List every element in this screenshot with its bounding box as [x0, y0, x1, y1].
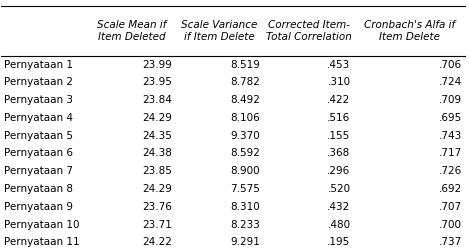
- Text: Pernyataan 9: Pernyataan 9: [4, 202, 73, 212]
- Text: .195: .195: [327, 237, 350, 247]
- Text: .692: .692: [439, 184, 462, 194]
- Text: 9.370: 9.370: [230, 131, 260, 141]
- Text: Pernyataan 1: Pernyataan 1: [4, 60, 73, 70]
- Text: 23.95: 23.95: [142, 77, 172, 87]
- Text: 23.99: 23.99: [142, 60, 172, 70]
- Text: .520: .520: [327, 184, 350, 194]
- Text: Pernyataan 8: Pernyataan 8: [4, 184, 73, 194]
- Text: Scale Variance
if Item Delete: Scale Variance if Item Delete: [182, 20, 258, 42]
- Text: 7.575: 7.575: [230, 184, 260, 194]
- Text: 23.85: 23.85: [142, 166, 172, 176]
- Text: .737: .737: [439, 237, 462, 247]
- Text: 24.35: 24.35: [142, 131, 172, 141]
- Text: 23.76: 23.76: [142, 202, 172, 212]
- Text: 8.782: 8.782: [230, 77, 260, 87]
- Text: .726: .726: [439, 166, 462, 176]
- Text: .724: .724: [439, 77, 462, 87]
- Text: 24.29: 24.29: [142, 184, 172, 194]
- Text: .743: .743: [439, 131, 462, 141]
- Text: 23.84: 23.84: [142, 95, 172, 105]
- Text: Cronbach's Alfa if
Item Delete: Cronbach's Alfa if Item Delete: [364, 20, 455, 42]
- Text: Pernyataan 7: Pernyataan 7: [4, 166, 73, 176]
- Text: .707: .707: [439, 202, 462, 212]
- Text: .310: .310: [327, 77, 350, 87]
- Text: 8.106: 8.106: [230, 113, 260, 123]
- Text: Pernyataan 11: Pernyataan 11: [4, 237, 79, 247]
- Text: Pernyataan 2: Pernyataan 2: [4, 77, 73, 87]
- Text: Pernyataan 4: Pernyataan 4: [4, 113, 73, 123]
- Text: .706: .706: [439, 60, 462, 70]
- Text: 24.29: 24.29: [142, 113, 172, 123]
- Text: 24.22: 24.22: [142, 237, 172, 247]
- Text: Corrected Item-
Total Correlation: Corrected Item- Total Correlation: [266, 20, 352, 42]
- Text: 9.291: 9.291: [230, 237, 260, 247]
- Text: 8.519: 8.519: [230, 60, 260, 70]
- Text: .480: .480: [327, 220, 350, 230]
- Text: .516: .516: [327, 113, 350, 123]
- Text: .296: .296: [327, 166, 350, 176]
- Text: .695: .695: [439, 113, 462, 123]
- Text: Pernyataan 6: Pernyataan 6: [4, 148, 73, 158]
- Text: Pernyataan 3: Pernyataan 3: [4, 95, 73, 105]
- Text: 8.900: 8.900: [230, 166, 260, 176]
- Text: .432: .432: [327, 202, 350, 212]
- Text: 23.71: 23.71: [142, 220, 172, 230]
- Text: Pernyataan 5: Pernyataan 5: [4, 131, 73, 141]
- Text: .422: .422: [327, 95, 350, 105]
- Text: Scale Mean if
Item Deleted: Scale Mean if Item Deleted: [97, 20, 166, 42]
- Text: .155: .155: [327, 131, 350, 141]
- Text: 24.38: 24.38: [142, 148, 172, 158]
- Text: 8.233: 8.233: [230, 220, 260, 230]
- Text: Pernyataan 10: Pernyataan 10: [4, 220, 79, 230]
- Text: .709: .709: [439, 95, 462, 105]
- Text: .368: .368: [327, 148, 350, 158]
- Text: .700: .700: [439, 220, 462, 230]
- Text: 8.592: 8.592: [230, 148, 260, 158]
- Text: .453: .453: [327, 60, 350, 70]
- Text: 8.492: 8.492: [230, 95, 260, 105]
- Text: 8.310: 8.310: [230, 202, 260, 212]
- Text: .717: .717: [439, 148, 462, 158]
